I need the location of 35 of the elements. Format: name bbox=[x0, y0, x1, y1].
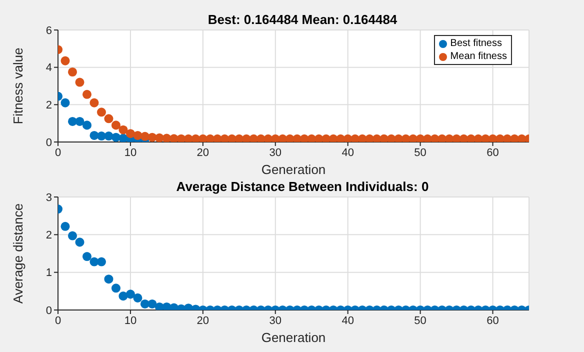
y-tick-label: 4 bbox=[46, 62, 52, 74]
point bbox=[68, 116, 78, 126]
x-tick-label: 40 bbox=[342, 146, 354, 159]
chart-title: Average Distance Between Individuals: 0 bbox=[175, 179, 430, 194]
x-tick-label: 20 bbox=[196, 146, 210, 159]
x-tick-label: 0 bbox=[54, 146, 62, 159]
y-tick-label: 6 bbox=[46, 24, 52, 37]
chart-title: Best: 0.164484 Mean: 0.164484 bbox=[206, 12, 398, 27]
x-axis-title: Generation bbox=[261, 330, 326, 345]
legend-label: Best fitness bbox=[450, 37, 502, 50]
x-tick-label: 60 bbox=[486, 314, 499, 327]
y-tick-label: 2 bbox=[46, 230, 52, 242]
legend-label: Mean fitness bbox=[450, 50, 507, 63]
point bbox=[82, 120, 92, 130]
point bbox=[75, 116, 84, 126]
x-tick-label: 60 bbox=[486, 146, 499, 159]
x-axis-title: Generation bbox=[261, 162, 326, 177]
y-tick-label: 2 bbox=[46, 100, 52, 112]
y-tick-label: 0 bbox=[46, 136, 52, 149]
x-tick-label: 50 bbox=[414, 314, 426, 327]
x-tick-label: 30 bbox=[269, 314, 282, 327]
x-tick-label: 40 bbox=[342, 314, 354, 327]
x-tick-label: 30 bbox=[269, 146, 282, 159]
x-tick-label: 0 bbox=[54, 314, 62, 327]
y-tick-label: 1 bbox=[46, 267, 52, 280]
y-axis-title: Fitness value bbox=[10, 48, 26, 124]
x-tick-label: 50 bbox=[414, 146, 426, 159]
y-tick-label: 0 bbox=[46, 304, 52, 317]
point bbox=[96, 132, 106, 141]
y-axis-title: Average distance bbox=[10, 203, 26, 304]
y-tick-label: 3 bbox=[46, 192, 52, 204]
x-tick-label: 10 bbox=[124, 146, 137, 159]
x-tick-label: 20 bbox=[196, 314, 210, 327]
point bbox=[60, 98, 70, 108]
x-tick-label: 10 bbox=[124, 314, 137, 327]
